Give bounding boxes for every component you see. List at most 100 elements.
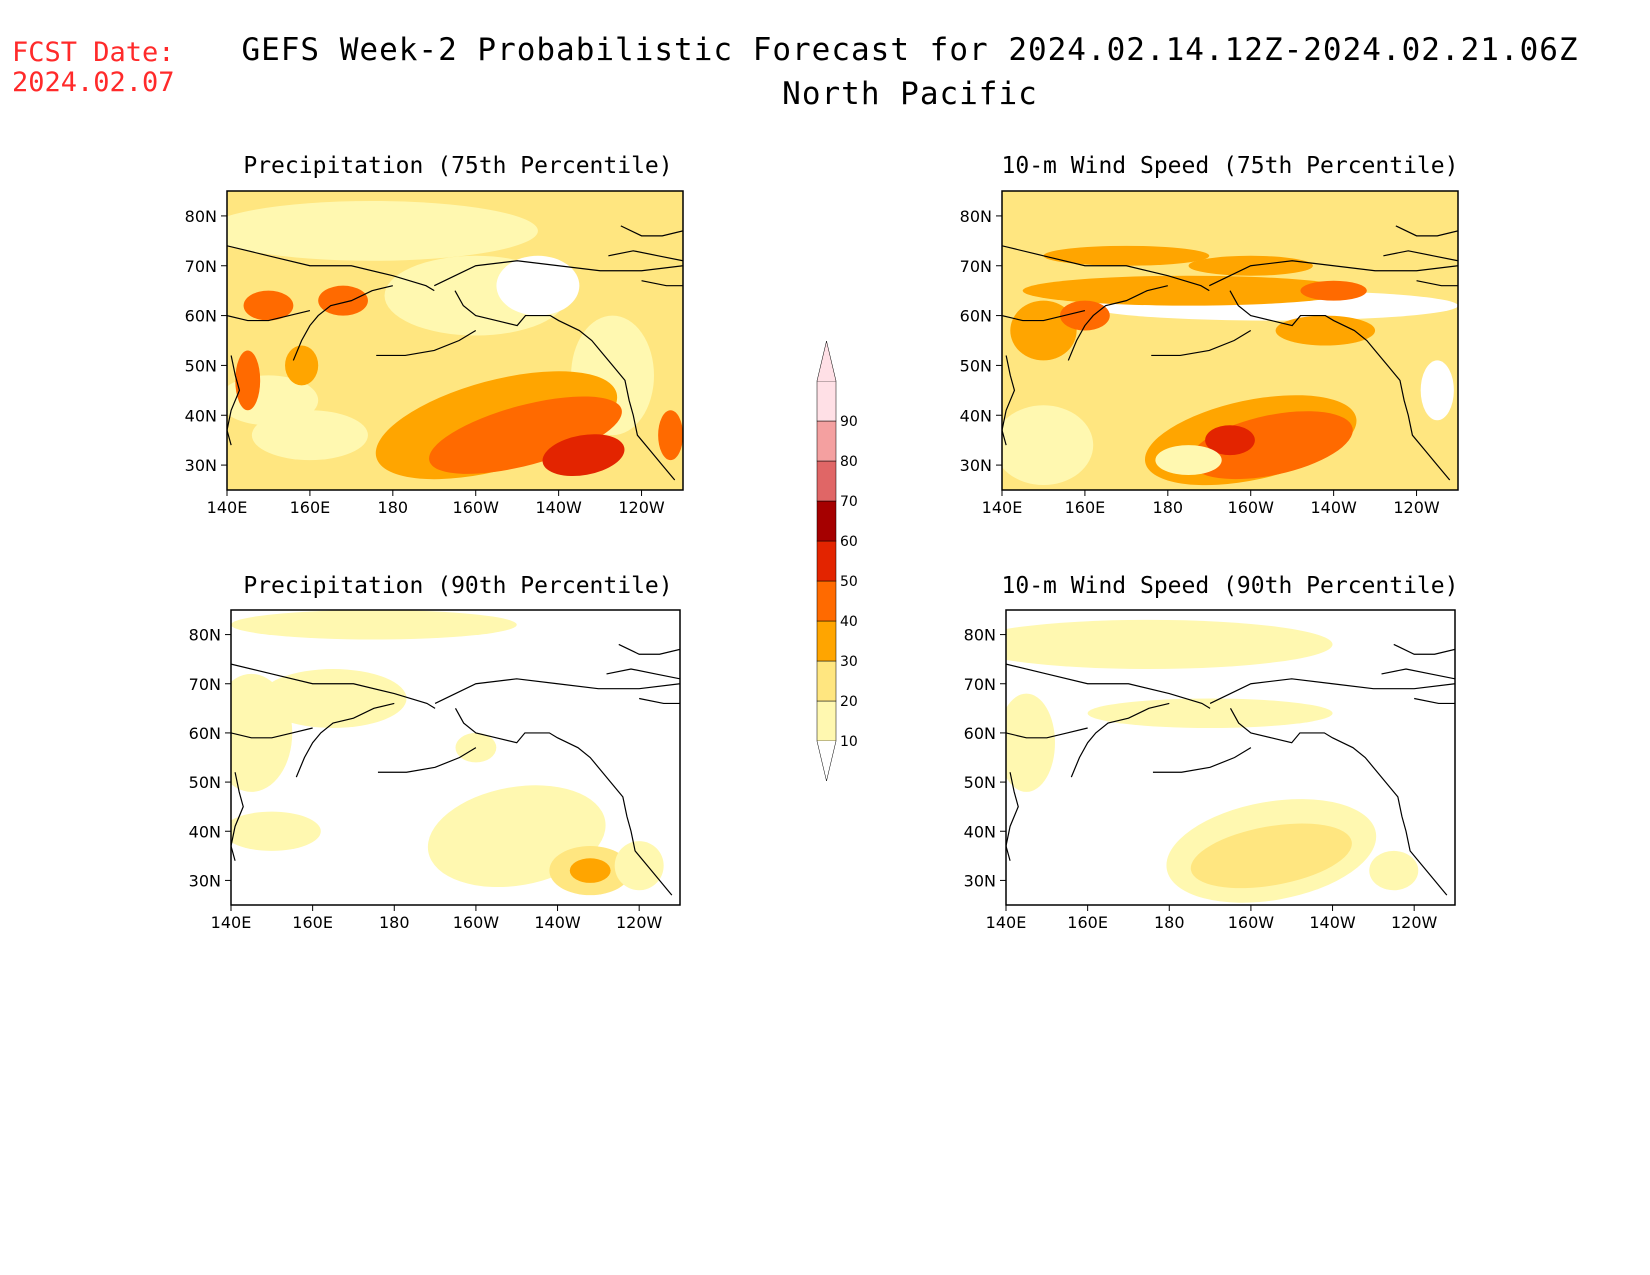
coastline <box>454 708 673 896</box>
colorbar-label: 50 <box>840 574 858 590</box>
shading-region <box>243 290 294 321</box>
lon-label: 120W <box>1391 913 1438 932</box>
lat-label: 40N <box>964 822 996 841</box>
coastline <box>606 668 680 680</box>
coastline <box>1070 702 1170 778</box>
lat-label: 70N <box>185 257 217 276</box>
forecast-date-label: FCST Date: 2024.02.07 <box>12 38 175 98</box>
coastline <box>1395 225 1458 237</box>
lon-label: 160E <box>1065 498 1106 517</box>
map-frame <box>230 609 681 906</box>
lon-label: 160W <box>1228 913 1275 932</box>
coastline <box>231 727 313 739</box>
colorbar: 10 20 30 40 50 60 70 80 90 <box>816 340 858 782</box>
lon-label: 140W <box>1309 913 1356 932</box>
coastline <box>1416 280 1458 287</box>
lon-label: 140W <box>534 913 581 932</box>
lat-label: 60N <box>960 307 992 326</box>
shading-region <box>1300 280 1367 301</box>
lat-label: 40N <box>189 822 221 841</box>
coastline <box>608 250 683 262</box>
lon-label: 140E <box>207 498 248 517</box>
shading-region <box>658 410 683 461</box>
shading-region <box>542 434 625 477</box>
lat-label: 80N <box>185 207 217 226</box>
coastline <box>1393 643 1455 655</box>
shading-region <box>1155 445 1222 476</box>
lon-label: 180 <box>1153 498 1184 517</box>
coastline <box>231 663 436 709</box>
page-title: GEFS Week-2 Probabilistic Forecast for 2… <box>241 32 1579 68</box>
coastline <box>227 310 311 322</box>
colorbar-label: 40 <box>840 614 858 630</box>
colorbar-cell <box>816 660 837 702</box>
lon-label: 120W <box>616 913 663 932</box>
shading-region <box>1022 275 1355 306</box>
colorbar-cell <box>816 380 837 422</box>
lat-label: 30N <box>960 456 992 475</box>
lat-label: 70N <box>960 257 992 276</box>
coastline <box>1209 678 1455 704</box>
coastline <box>1229 708 1448 896</box>
shading-region <box>429 396 622 474</box>
lon-label: 160W <box>1228 498 1275 517</box>
panel-title-wind-75: 10-m Wind Speed (75th Percentile) <box>1001 153 1459 179</box>
lon-label: 140W <box>1310 498 1357 517</box>
map-shading <box>1002 191 1458 490</box>
shading-region <box>1002 405 1094 486</box>
shading-region <box>1006 619 1333 669</box>
lat-label: 30N <box>185 456 217 475</box>
map-frame <box>226 190 684 491</box>
coastline <box>620 225 683 237</box>
colorbar-bottom-arrow <box>816 740 837 782</box>
colorbar-label: 60 <box>840 534 858 550</box>
shading-region <box>1275 315 1376 346</box>
shading-region <box>318 285 368 316</box>
lon-label: 160E <box>292 913 333 932</box>
lat-label: 50N <box>185 356 217 375</box>
colorbar-cell <box>816 420 837 462</box>
lon-label: 160W <box>453 498 500 517</box>
colorbar-cell <box>816 500 837 542</box>
shading-region <box>235 350 261 411</box>
coastline <box>1152 747 1252 773</box>
shading-region <box>1420 360 1454 421</box>
coastline <box>641 280 683 287</box>
lat-label: 50N <box>960 356 992 375</box>
lat-label: 30N <box>189 871 221 890</box>
lon-label: 120W <box>618 498 665 517</box>
colorbar-top-arrow <box>816 340 837 382</box>
coastline <box>1006 663 1211 709</box>
shading-region <box>1190 823 1352 889</box>
map-shading <box>231 610 680 905</box>
lat-label: 80N <box>960 207 992 226</box>
shading-region <box>285 345 319 386</box>
lon-label: 160E <box>290 498 331 517</box>
coastline <box>292 285 393 361</box>
region-title: North Pacific <box>782 76 1038 112</box>
shading-region <box>1369 850 1419 891</box>
coastline <box>377 747 477 773</box>
lat-label: 60N <box>964 724 996 743</box>
fcst-date: 2024.02.07 <box>12 67 175 98</box>
map-w75: 80N 70N 60N 50N 40N 30N 140E 160E 180 160W 140W 120… <box>960 190 1459 517</box>
shading-region <box>231 811 321 851</box>
shading-region <box>496 255 580 316</box>
coastline <box>618 643 680 655</box>
coastline <box>295 702 395 778</box>
map-p90: 80N 70N 60N 50N 40N 30N 140E 160E 180 160W 140W 120… <box>189 609 681 932</box>
lon-label: 140E <box>982 498 1023 517</box>
map-frame <box>1005 609 1456 906</box>
lon-label: 160E <box>1067 913 1108 932</box>
colorbar-cell <box>816 540 837 582</box>
lat-label: 80N <box>189 626 221 645</box>
coastline <box>227 245 435 292</box>
shading-region <box>227 200 538 261</box>
panel-title-precip-90: Precipitation (90th Percentile) <box>243 573 673 599</box>
coastline <box>1414 697 1455 705</box>
lon-label: 180 <box>379 913 410 932</box>
lon-label: 120W <box>1393 498 1440 517</box>
coastline <box>1383 250 1458 262</box>
lat-label: 40N <box>185 406 217 425</box>
colorbar-label: 70 <box>840 494 858 510</box>
